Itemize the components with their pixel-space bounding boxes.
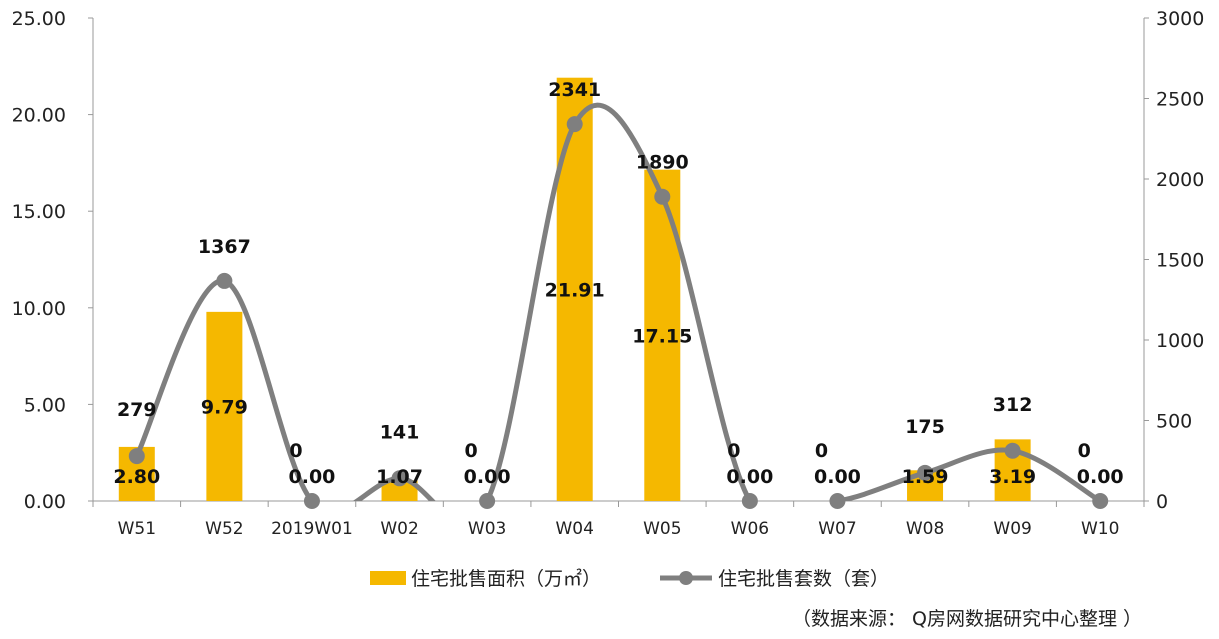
line-point bbox=[654, 188, 671, 205]
right-tick-label: 1000 bbox=[1156, 330, 1204, 352]
line-value-label: 141 bbox=[380, 421, 420, 443]
series-line bbox=[134, 102, 1103, 501]
bar-value-label: 0.00 bbox=[1077, 466, 1124, 488]
x-tick-label: W10 bbox=[1081, 519, 1119, 539]
x-tick-label: W09 bbox=[993, 519, 1031, 539]
line-point bbox=[741, 493, 758, 509]
axes: 0.00 5.00 10.00 15.00 20.00 25.00 0 500 1000 1500… bbox=[12, 8, 1205, 539]
bar-value-label: 0.00 bbox=[726, 466, 773, 488]
line-point bbox=[216, 272, 233, 289]
line-value-label: 1367 bbox=[198, 236, 251, 258]
line-point bbox=[1092, 493, 1109, 509]
line-value-label: 175 bbox=[905, 416, 945, 438]
line-point bbox=[829, 493, 846, 509]
bar-value-label: 9.79 bbox=[201, 396, 248, 418]
legend-bar-swatch bbox=[370, 571, 406, 585]
left-tick-label: 20.00 bbox=[12, 105, 66, 127]
bar-value-label: 0.00 bbox=[289, 466, 336, 488]
line-value-label: 0 bbox=[465, 440, 478, 462]
bar-value-label: 17.15 bbox=[632, 325, 692, 347]
legend-line-label: 住宅批售套数（套） bbox=[718, 568, 889, 590]
right-tick-label: 3000 bbox=[1156, 8, 1204, 30]
x-tick-label: W02 bbox=[380, 519, 418, 539]
bar-value-label: 1.07 bbox=[376, 466, 423, 488]
legend: 住宅批售面积（万㎡） 住宅批售套数（套） bbox=[370, 567, 889, 590]
line-value-label: 0 bbox=[815, 440, 828, 462]
line-point bbox=[303, 493, 320, 509]
right-tick-label: 1500 bbox=[1156, 250, 1204, 272]
line-value-label: 0 bbox=[727, 440, 740, 462]
legend-line-marker bbox=[679, 571, 693, 585]
line-point bbox=[128, 448, 145, 465]
line-point bbox=[479, 493, 496, 509]
left-tick-label: 10.00 bbox=[12, 298, 66, 320]
x-tick-label: 2019W01 bbox=[271, 519, 353, 539]
bar-value-label: 3.19 bbox=[989, 466, 1036, 488]
legend-bar-label: 住宅批售面积（万㎡） bbox=[411, 567, 601, 590]
right-tick-label: 0 bbox=[1156, 491, 1168, 513]
bar-value-label: 1.59 bbox=[902, 466, 949, 488]
x-tick-label: W52 bbox=[205, 519, 243, 539]
bar-value-label: 2.80 bbox=[113, 466, 160, 488]
right-tick-label: 500 bbox=[1156, 411, 1192, 433]
x-tick-label: W06 bbox=[731, 519, 769, 539]
line-series bbox=[128, 102, 1109, 509]
line-value-label: 312 bbox=[993, 394, 1033, 416]
x-tick-label: W05 bbox=[643, 519, 681, 539]
x-tick-label: W51 bbox=[118, 519, 156, 539]
x-tick-label: W04 bbox=[555, 519, 593, 539]
x-tick-label: W03 bbox=[468, 519, 506, 539]
x-tick-label: W08 bbox=[906, 519, 944, 539]
right-tick-label: 2000 bbox=[1156, 169, 1204, 191]
line-point bbox=[917, 464, 934, 481]
line-point bbox=[1004, 442, 1021, 459]
line-point bbox=[391, 470, 408, 487]
left-tick-label: 5.00 bbox=[24, 394, 66, 416]
data-labels: 2.80 9.79 0.00 1.07 0.00 21.91 17.15 0.00 0.00 1.… bbox=[113, 79, 1123, 488]
bar bbox=[206, 311, 243, 501]
bar-value-label: 21.91 bbox=[545, 279, 605, 301]
left-tick-label: 0.00 bbox=[24, 491, 66, 513]
line-point bbox=[566, 116, 583, 133]
line-value-label: 2341 bbox=[548, 79, 601, 101]
left-tick-label: 15.00 bbox=[12, 201, 66, 223]
line-value-label: 0 bbox=[289, 440, 302, 462]
source-note: （数据来源： Q房网数据研究中心整理 ） bbox=[792, 608, 1143, 630]
line-value-label: 1890 bbox=[636, 152, 689, 174]
line-value-label: 279 bbox=[117, 399, 157, 421]
bar-value-label: 0.00 bbox=[464, 466, 511, 488]
right-tick-label: 2500 bbox=[1156, 89, 1204, 111]
left-tick-label: 25.00 bbox=[12, 8, 66, 30]
bar-value-label: 0.00 bbox=[814, 466, 861, 488]
x-tick-label: W07 bbox=[818, 519, 856, 539]
bar bbox=[381, 480, 418, 501]
line-value-label: 0 bbox=[1078, 440, 1091, 462]
